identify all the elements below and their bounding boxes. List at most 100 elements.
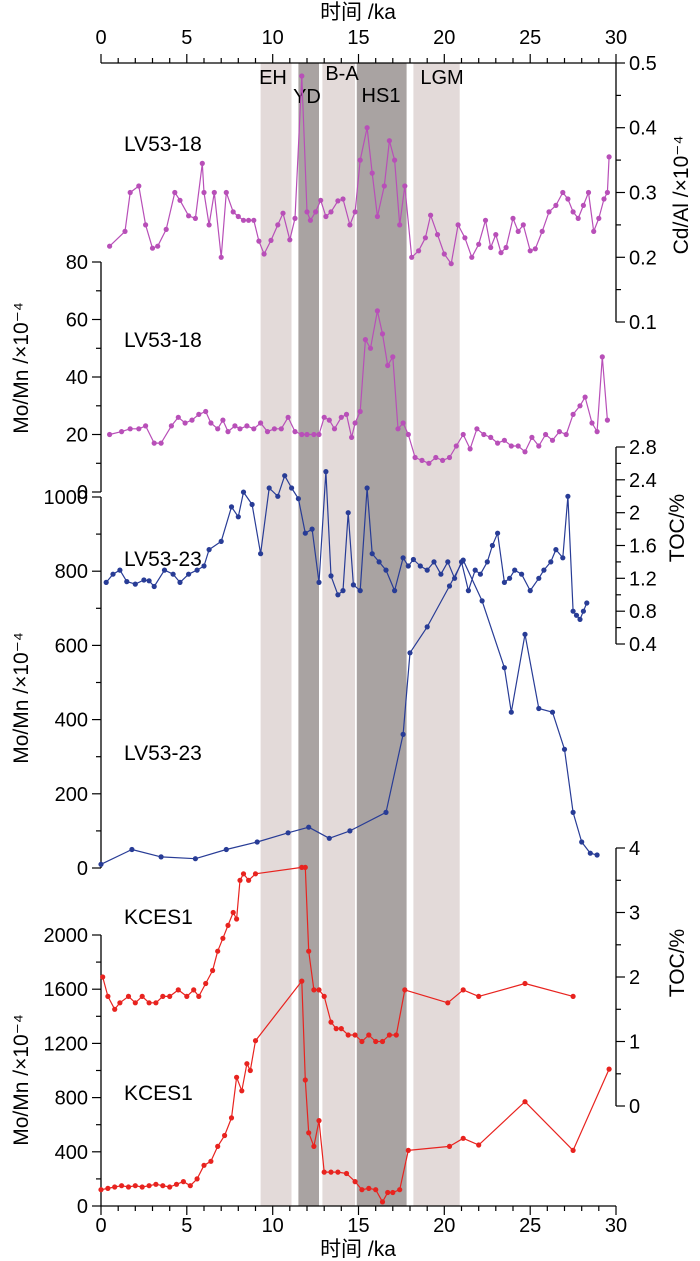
data-point-s_toc_a: [512, 567, 518, 573]
bottom-time-tick-label: 10: [262, 1215, 284, 1237]
data-point-s_cdal: [335, 198, 341, 204]
data-point-s_toc_a: [565, 493, 571, 499]
data-point-s_toc_b: [393, 1032, 399, 1038]
data-point-s_momn_b: [522, 631, 528, 637]
data-point-s_toc_a: [170, 571, 176, 577]
data-point-s_momn_b: [460, 557, 466, 563]
data-point-s_momn_a: [285, 414, 291, 420]
data-point-s_momn_a: [400, 420, 406, 426]
data-point-s_momn_c: [215, 1143, 221, 1149]
data-point-s_momn_c: [343, 1170, 350, 1177]
data-point-s_cdal: [488, 244, 494, 251]
data-point-s_toc_b: [522, 980, 528, 987]
axis-title-toc_a: TOC/%: [666, 494, 689, 562]
data-point-s_momn_a: [515, 443, 521, 449]
data-point-s_toc_a: [553, 547, 559, 553]
tick-label-toc_b: 4: [629, 838, 640, 860]
data-point-s_momn_c: [228, 1115, 235, 1121]
data-point-s_toc_b: [220, 935, 226, 941]
data-point-s_toc_b: [328, 1019, 334, 1025]
data-point-s_toc_a: [258, 551, 264, 557]
data-point-s_toc_a: [110, 571, 116, 577]
data-point-s_momn_c: [180, 1179, 186, 1185]
data-point-s_toc_a: [146, 578, 152, 584]
data-point-s_toc_b: [237, 877, 243, 883]
data-point-s_cdal: [240, 217, 247, 223]
top-time-tick-label: 5: [181, 27, 192, 49]
data-point-s_toc_a: [392, 588, 398, 594]
data-point-s_cdal: [292, 215, 298, 221]
band-yd: [298, 63, 319, 1206]
data-point-s_cdal: [402, 183, 408, 189]
data-point-s_toc_a: [400, 555, 406, 561]
data-point-s_momn_a: [215, 426, 221, 432]
bottom-time-axis-title: 时间 /ka: [320, 1238, 396, 1261]
data-point-s_momn_a: [278, 426, 284, 432]
data-point-s_momn_a: [316, 431, 322, 438]
data-point-s_cdal: [604, 189, 611, 196]
tick-label-cd_al: 0.5: [629, 53, 657, 75]
data-point-s_momn_b: [570, 809, 576, 816]
data-point-s_momn_a: [175, 414, 181, 420]
data-point-s_cdal: [591, 228, 597, 234]
tick-label-momn_b: 200: [55, 784, 88, 806]
data-point-s_momn_a: [556, 429, 563, 435]
series-s_toc_a: [103, 469, 590, 623]
bottom-time-tick-label: 30: [605, 1215, 627, 1237]
data-point-s_toc_a: [560, 555, 566, 561]
data-point-s_momn_c: [379, 1199, 386, 1205]
data-point-s_toc_b: [160, 993, 166, 1000]
series-s_momn_a: [107, 308, 611, 466]
data-point-s_toc_a: [364, 485, 370, 491]
data-point-s_momn_a: [440, 457, 446, 463]
data-point-s_momn_a: [258, 420, 264, 426]
data-point-s_cdal: [409, 254, 415, 260]
tick-label-toc_a: 1.2: [629, 568, 657, 590]
data-point-s_cdal: [532, 246, 538, 252]
data-point-s_momn_c: [139, 1184, 145, 1190]
data-point-s_momn_a: [292, 429, 298, 435]
data-point-s_momn_a: [460, 431, 466, 438]
data-point-s_momn_a: [453, 443, 459, 449]
tick-label-toc_a: 0.8: [629, 601, 657, 623]
bottom-time-tick-label: 25: [519, 1215, 541, 1237]
data-point-s_cdal: [251, 217, 257, 223]
data-point-s_momn_c: [247, 1067, 253, 1074]
data-point-s_cdal: [560, 189, 566, 196]
data-point-s_toc_a: [340, 588, 346, 594]
data-point-s_cdal: [186, 213, 192, 219]
data-point-s_cdal: [462, 235, 468, 241]
data-point-s_momn_c: [316, 1118, 322, 1124]
data-point-s_cdal: [434, 232, 441, 238]
data-point-s_momn_b: [306, 824, 312, 830]
data-point-s_toc_a: [495, 530, 501, 536]
data-point-s_toc_b: [132, 1000, 138, 1006]
core-labels: LV53-18 LV53-18 LV53-23 LV53-23 KCES1 KCES1: [124, 133, 202, 1105]
data-point-s_momn_a: [426, 460, 432, 466]
data-point-s_cdal: [192, 215, 198, 221]
band-eh: [260, 63, 292, 1206]
data-point-s_momn_a: [536, 443, 542, 449]
data-point-s_cdal: [441, 251, 447, 257]
core-label-lv53-23: LV53-23: [124, 742, 202, 765]
period-label-lgm: LGM: [420, 67, 463, 89]
data-point-s_toc_b: [316, 987, 322, 993]
data-point-s_toc_a: [489, 542, 495, 549]
data-point-s_momn_b: [446, 583, 453, 589]
data-point-s_momn_a: [395, 426, 401, 432]
data-point-s_momn_a: [321, 414, 327, 420]
top-time-axis-title: 时间 /ka: [320, 1, 396, 24]
data-point-s_cdal: [280, 210, 286, 216]
data-point-s_momn_c: [306, 1130, 312, 1136]
data-point-s_momn_a: [136, 426, 142, 432]
data-point-s_cdal: [177, 197, 183, 203]
data-point-s_toc_a: [465, 588, 471, 594]
axis-title-cd_al: Cd/Al /×10⁻⁴: [670, 136, 693, 255]
data-point-s_cdal: [275, 222, 281, 228]
data-point-s_momn_a: [582, 394, 588, 400]
tick-label-momn_a: 20: [66, 425, 88, 447]
data-point-s_momn_c: [397, 1187, 403, 1193]
data-point-s_momn_c: [328, 1169, 334, 1175]
data-point-s_toc_a: [541, 567, 547, 573]
core-label-lv53-18: LV53-18: [124, 329, 202, 352]
